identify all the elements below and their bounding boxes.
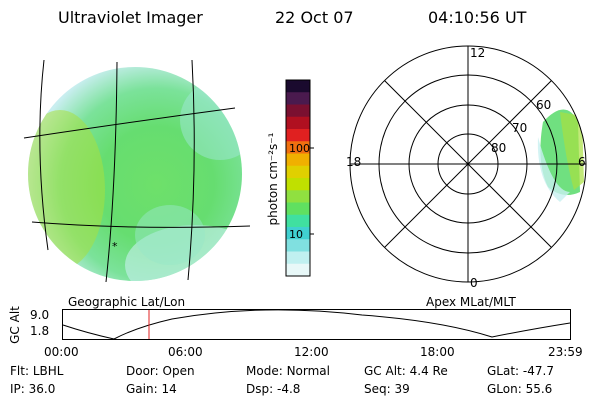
longitude-line xyxy=(187,59,195,281)
colorbar-stripe xyxy=(286,141,310,154)
colorbar-stripe xyxy=(286,80,310,93)
info-glat: GLat: -47.7 xyxy=(487,364,554,378)
altitude-curve xyxy=(62,309,571,340)
info-door: Door: Open xyxy=(126,364,195,378)
mlat-label-60: 60 xyxy=(536,98,552,112)
colorbar-stripe xyxy=(286,104,310,118)
colorbar-stripe xyxy=(286,153,310,167)
colorbar-stripe xyxy=(286,214,310,228)
colorbar-stripe xyxy=(286,263,310,277)
info-dsp: Dsp: -4.8 xyxy=(246,382,301,396)
info-ip: IP: 36.0 xyxy=(10,382,56,396)
colorbar-tick-10: 10 xyxy=(289,228,303,241)
info-seq: Seq: 39 xyxy=(364,382,410,396)
alt-tick-9: 9.0 xyxy=(30,308,50,322)
mlat-label-80: 80 xyxy=(491,141,507,155)
terminator-marker: * xyxy=(112,240,118,253)
mlt-label-12: 12 xyxy=(470,46,486,60)
info-gain: Gain: 14 xyxy=(126,382,177,396)
alt-x-tick-1200: 12:00 xyxy=(294,345,329,359)
mlt-label-0: 0 xyxy=(470,276,478,290)
alt-x-tick-0600: 06:00 xyxy=(168,345,203,359)
alt-tick-1.8: 1.8 xyxy=(30,324,50,338)
colorbar-stripe xyxy=(286,190,310,203)
latitude-line xyxy=(31,221,250,228)
colorbar-stripe xyxy=(286,116,310,130)
polar-plot xyxy=(349,45,587,283)
mlat-label-70: 70 xyxy=(512,121,528,135)
info-mode: Mode: Normal xyxy=(246,364,330,378)
alt-x-tick-1800: 18:00 xyxy=(420,345,455,359)
colorbar-stripe xyxy=(286,239,310,252)
colorbar-stripe xyxy=(286,178,310,191)
alt-x-tick-2359: 23:59 xyxy=(548,345,583,359)
longitude-line xyxy=(105,61,118,283)
geographic-image: * xyxy=(23,59,250,283)
colorbar-stripe xyxy=(286,129,310,142)
mlt-label-6: 6 xyxy=(578,155,586,169)
mlt-line xyxy=(384,80,552,248)
colorbar-stripe xyxy=(286,227,310,240)
colorbar-stripe xyxy=(286,251,310,265)
info-glon: GLon: 55.6 xyxy=(487,382,553,396)
longitude-line xyxy=(39,59,49,251)
info-gc-alt: GC Alt: 4.4 Re xyxy=(364,364,448,378)
colorbar-unit-label: photon cm⁻²s⁻¹ xyxy=(266,132,280,226)
colorbar-tick-100: 100 xyxy=(289,142,310,155)
colorbar-stripe xyxy=(286,92,310,105)
latitude-line xyxy=(23,107,236,139)
colorbar-stripe xyxy=(286,165,310,179)
alt-plot-ylabel: GC Alt xyxy=(8,306,22,344)
altitude-plot xyxy=(62,309,571,340)
colorbar-stripe xyxy=(286,202,310,216)
color-bar xyxy=(285,79,314,277)
date-label: 22 Oct 07 xyxy=(275,8,354,27)
info-flt: Flt: LBHL xyxy=(10,364,64,378)
alt-x-tick-0000: 00:00 xyxy=(44,345,79,359)
time-label: 04:10:56 UT xyxy=(428,8,527,27)
geographic-label: Geographic Lat/Lon xyxy=(68,295,186,309)
mlt-label-18: 18 xyxy=(346,155,362,169)
instrument-title: Ultraviolet Imager xyxy=(58,8,203,27)
apex-label: Apex MLat/MLT xyxy=(426,295,516,309)
